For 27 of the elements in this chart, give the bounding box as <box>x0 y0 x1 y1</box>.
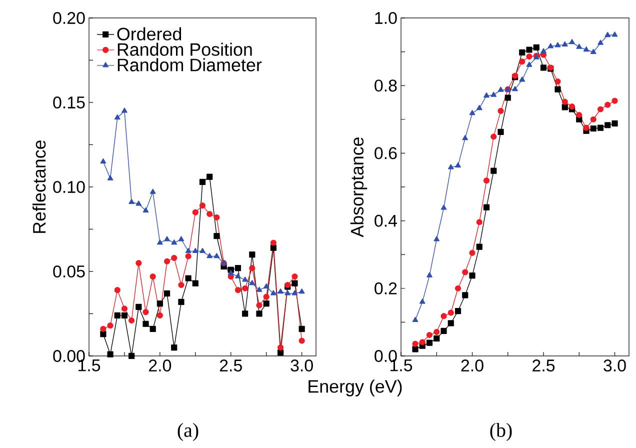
legend-label: Random Diameter <box>118 58 262 72</box>
y-tick-label: 0.0 <box>374 350 397 362</box>
y-tick-label: 0.10 <box>53 180 85 193</box>
y-tick-label: 0.8 <box>374 80 397 92</box>
y-tick-label: 0.4 <box>374 214 397 227</box>
y-tick-label: 0.20 <box>53 12 85 24</box>
legend-label: Random Position <box>118 42 252 56</box>
y-tick-label: 0.00 <box>53 350 85 362</box>
legend-label: Ordered <box>117 27 182 40</box>
y-tick-label: 0.05 <box>53 265 85 278</box>
y-axis-title: Reflectance <box>32 140 46 233</box>
y-tick-label: 0.2 <box>374 282 397 294</box>
x-tick-label: 2.5 <box>532 360 555 372</box>
x-tick-label: 1.5 <box>78 360 100 372</box>
text: (b) <box>490 422 512 442</box>
y-tick-label: 0.6 <box>374 147 397 160</box>
x-tick-label: 2.0 <box>149 360 172 372</box>
x-tick-label: 3.0 <box>290 360 313 372</box>
y-tick-label: 0.15 <box>53 96 85 108</box>
x-tick-label: 3.0 <box>604 360 626 372</box>
x-tick-label: 2.0 <box>461 360 484 372</box>
y-axis-title: Absorptance <box>350 137 368 238</box>
x-tick-label: 2.5 <box>220 360 242 372</box>
text: (a) <box>178 422 198 442</box>
x-tick-label: 1.5 <box>390 360 412 372</box>
y-tick-label: 1.0 <box>375 12 397 24</box>
x-axis-title: Energy (eV) <box>308 380 402 396</box>
